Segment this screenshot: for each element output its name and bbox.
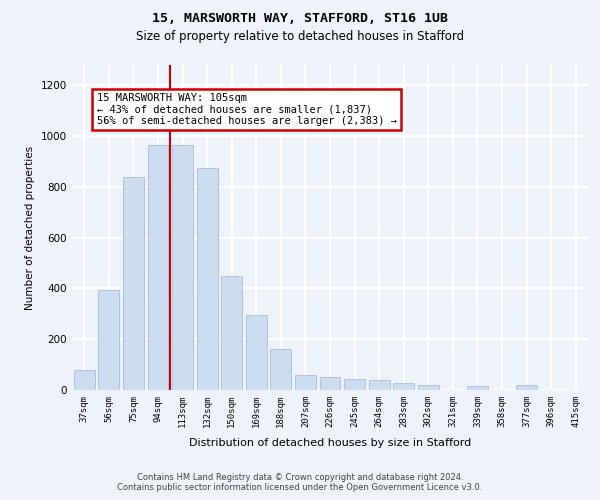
Text: 15 MARSWORTH WAY: 105sqm
← 43% of detached houses are smaller (1,837)
56% of sem: 15 MARSWORTH WAY: 105sqm ← 43% of detach… xyxy=(97,93,397,126)
Bar xyxy=(467,386,488,390)
Bar xyxy=(98,290,119,390)
X-axis label: Distribution of detached houses by size in Stafford: Distribution of detached houses by size … xyxy=(189,438,471,448)
Bar xyxy=(418,386,439,390)
Bar xyxy=(368,380,389,390)
Bar xyxy=(271,350,292,390)
Text: Contains public sector information licensed under the Open Government Licence v3: Contains public sector information licen… xyxy=(118,484,482,492)
Bar xyxy=(197,168,218,390)
Bar xyxy=(148,145,169,390)
Bar xyxy=(393,383,414,390)
Text: 15, MARSWORTH WAY, STAFFORD, ST16 1UB: 15, MARSWORTH WAY, STAFFORD, ST16 1UB xyxy=(152,12,448,26)
Bar xyxy=(123,176,144,390)
Bar xyxy=(295,375,316,390)
Bar xyxy=(344,378,365,390)
Text: Size of property relative to detached houses in Stafford: Size of property relative to detached ho… xyxy=(136,30,464,43)
Bar xyxy=(172,145,193,390)
Bar xyxy=(516,386,537,390)
Bar xyxy=(246,315,267,390)
Y-axis label: Number of detached properties: Number of detached properties xyxy=(25,146,35,310)
Bar xyxy=(320,378,340,390)
Bar xyxy=(74,370,95,390)
Text: Contains HM Land Registry data © Crown copyright and database right 2024.: Contains HM Land Registry data © Crown c… xyxy=(137,474,463,482)
Bar xyxy=(221,276,242,390)
